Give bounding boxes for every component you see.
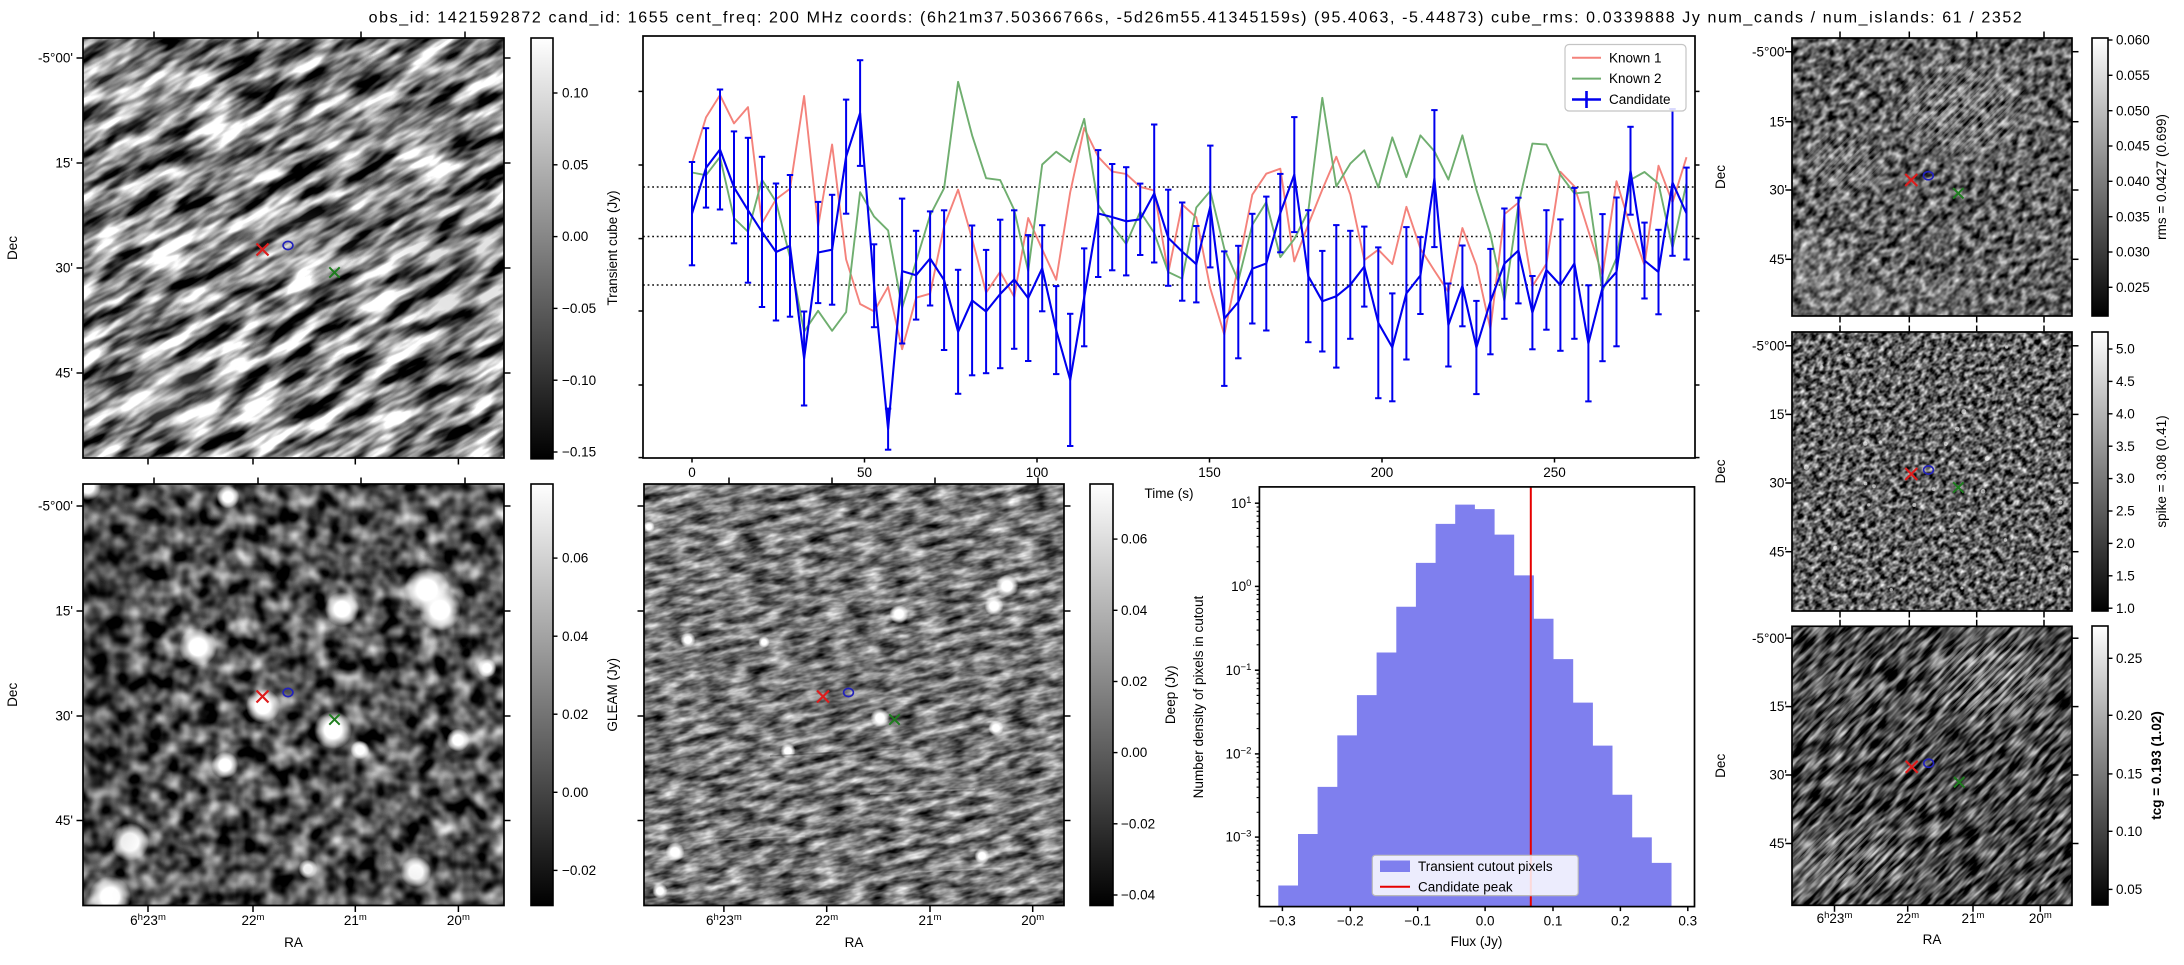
svg-text:30': 30': [1769, 183, 1787, 198]
svg-text:0.0: 0.0: [1476, 914, 1495, 929]
svg-text:−0.1: −0.1: [1404, 914, 1431, 929]
svg-text:Dec: Dec: [5, 236, 20, 260]
svg-text:100: 100: [1026, 465, 1049, 480]
svg-text:RA: RA: [284, 935, 303, 950]
svg-text:0.20: 0.20: [2116, 708, 2142, 723]
svg-text:−0.3: −0.3: [1269, 914, 1296, 929]
svg-text:-5°00': -5°00': [38, 499, 73, 514]
svg-text:45': 45': [55, 813, 73, 828]
svg-text:Dec: Dec: [1713, 754, 1728, 778]
svg-text:0.025: 0.025: [2116, 280, 2150, 295]
svg-text:−0.02: −0.02: [562, 863, 596, 878]
svg-text:−0.10: −0.10: [562, 373, 596, 388]
svg-text:150: 150: [1198, 465, 1221, 480]
svg-text:3.0: 3.0: [2116, 471, 2135, 486]
svg-text:0.060: 0.060: [2116, 33, 2150, 48]
svg-text:RA: RA: [1923, 932, 1942, 947]
svg-text:200: 200: [1371, 465, 1394, 480]
svg-text:3.5: 3.5: [2116, 439, 2135, 454]
svg-text:30': 30': [1769, 476, 1787, 491]
svg-text:0.02: 0.02: [1121, 674, 1147, 689]
svg-text:Dec: Dec: [5, 683, 20, 707]
svg-text:Number density of pixels in cu: Number density of pixels in cutout: [1191, 595, 1206, 798]
svg-text:45': 45': [1769, 252, 1787, 267]
svg-text:30': 30': [55, 261, 73, 276]
svg-text:-5°00': -5°00': [1752, 338, 1787, 353]
svg-text:0.10: 0.10: [2116, 824, 2142, 839]
svg-text:0.035: 0.035: [2116, 209, 2150, 224]
svg-text:1.0: 1.0: [2116, 601, 2135, 616]
svg-text:spike = 3.08 (0.41): spike = 3.08 (0.41): [2154, 415, 2169, 527]
svg-text:0.04: 0.04: [1121, 603, 1148, 618]
svg-text:Time (s): Time (s): [1145, 486, 1194, 501]
svg-text:Dec: Dec: [1713, 459, 1728, 483]
svg-text:0.1: 0.1: [1544, 914, 1563, 929]
svg-text:30': 30': [1769, 768, 1787, 783]
svg-text:0.055: 0.055: [2116, 68, 2150, 83]
svg-text:0.15: 0.15: [2116, 767, 2142, 782]
svg-text:250: 250: [1543, 465, 1566, 480]
svg-text:Transient cube (Jy): Transient cube (Jy): [605, 190, 620, 305]
svg-text:45': 45': [55, 366, 73, 381]
svg-text:Candidate peak: Candidate peak: [1418, 879, 1513, 894]
svg-text:0.045: 0.045: [2116, 139, 2150, 154]
svg-text:15': 15': [1769, 114, 1787, 129]
svg-text:Dec: Dec: [1713, 165, 1728, 189]
svg-text:-5°00': -5°00': [1752, 631, 1787, 646]
svg-text:−0.04: −0.04: [1121, 888, 1156, 903]
svg-text:0.030: 0.030: [2116, 245, 2150, 260]
svg-text:0.04: 0.04: [562, 629, 589, 644]
svg-text:rms = 0.0427 (0.699): rms = 0.0427 (0.699): [2154, 114, 2169, 240]
svg-text:0.06: 0.06: [1121, 532, 1147, 547]
svg-text:2.0: 2.0: [2116, 536, 2135, 551]
svg-text:GLEAM (Jy): GLEAM (Jy): [605, 658, 620, 732]
svg-text:15': 15': [1769, 699, 1787, 714]
svg-text:Candidate: Candidate: [1609, 92, 1671, 107]
svg-text:tcg = 0.193 (1.02): tcg = 0.193 (1.02): [2149, 711, 2164, 819]
svg-text:0.040: 0.040: [2116, 174, 2150, 189]
svg-text:Transient cutout pixels: Transient cutout pixels: [1418, 859, 1553, 874]
svg-text:4.0: 4.0: [2116, 406, 2135, 421]
svg-text:4.5: 4.5: [2116, 374, 2135, 389]
svg-text:1.5: 1.5: [2116, 568, 2135, 583]
svg-text:RA: RA: [845, 935, 864, 950]
svg-text:45': 45': [1769, 544, 1787, 559]
svg-text:0: 0: [688, 465, 696, 480]
svg-text:−0.02: −0.02: [1121, 816, 1155, 831]
svg-text:Known 2: Known 2: [1609, 71, 1662, 86]
svg-text:−0.15: −0.15: [562, 445, 596, 460]
svg-text:0.00: 0.00: [562, 229, 588, 244]
svg-text:obs_id: 1421592872 cand_id: 16: obs_id: 1421592872 cand_id: 1655 cent_fr…: [369, 10, 2024, 27]
svg-text:0.05: 0.05: [562, 157, 588, 172]
svg-text:Flux (Jy): Flux (Jy): [1451, 934, 1503, 949]
svg-text:5.0: 5.0: [2116, 342, 2135, 357]
svg-text:-5°00': -5°00': [38, 51, 73, 66]
svg-text:0.10: 0.10: [562, 86, 588, 101]
svg-text:15': 15': [55, 604, 73, 619]
svg-text:0.3: 0.3: [1678, 914, 1697, 929]
svg-text:50: 50: [857, 465, 872, 480]
svg-text:0.00: 0.00: [562, 785, 588, 800]
svg-text:45': 45': [1769, 836, 1787, 851]
svg-text:0.050: 0.050: [2116, 103, 2150, 118]
svg-text:Known 1: Known 1: [1609, 50, 1662, 65]
svg-text:-5°00': -5°00': [1752, 44, 1787, 59]
svg-text:−0.2: −0.2: [1337, 914, 1364, 929]
svg-text:0.06: 0.06: [562, 551, 588, 566]
svg-text:0.00: 0.00: [1121, 745, 1147, 760]
svg-text:15': 15': [1769, 407, 1787, 422]
svg-text:−0.05: −0.05: [562, 301, 596, 316]
svg-text:0.25: 0.25: [2116, 651, 2142, 666]
svg-text:Deep (Jy): Deep (Jy): [1163, 666, 1178, 725]
svg-text:2.5: 2.5: [2116, 504, 2135, 519]
svg-text:15': 15': [55, 156, 73, 171]
svg-text:0.05: 0.05: [2116, 882, 2142, 897]
svg-text:0.02: 0.02: [562, 707, 588, 722]
svg-text:0.2: 0.2: [1611, 914, 1630, 929]
svg-text:30': 30': [55, 709, 73, 724]
